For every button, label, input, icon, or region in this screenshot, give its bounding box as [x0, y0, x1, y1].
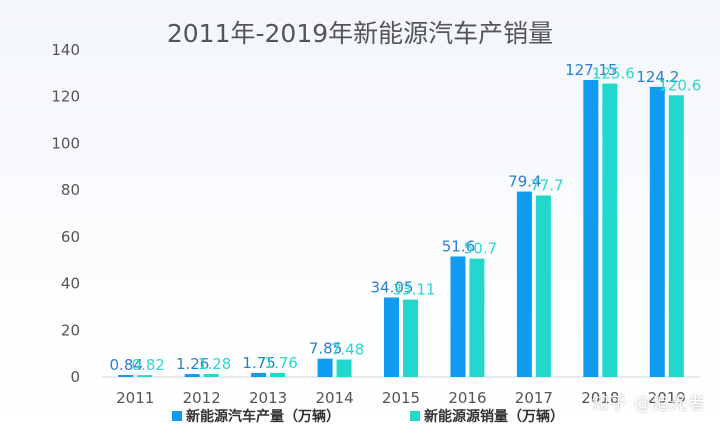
y-tick-label: 0 — [70, 368, 80, 386]
data-label: 7.48 — [331, 341, 364, 359]
data-label: 124.2 — [636, 68, 679, 86]
bar — [184, 374, 200, 377]
x-tick-label: 2017 — [515, 389, 553, 407]
bar — [583, 80, 599, 378]
bar — [118, 375, 134, 377]
bar — [403, 299, 418, 377]
legend-swatch — [172, 411, 182, 421]
bar — [516, 191, 532, 377]
y-tick-label: 140 — [51, 41, 80, 59]
bar — [336, 359, 352, 377]
data-label: 0.82 — [132, 356, 165, 374]
bars — [118, 80, 684, 378]
bar — [535, 195, 551, 377]
bar — [649, 86, 665, 377]
x-tick-label: 2018 — [581, 389, 619, 407]
data-label: 1.26 — [176, 355, 209, 373]
y-tick-label: 100 — [51, 134, 80, 152]
data-label: 77.7 — [530, 177, 563, 195]
data-label: 33.11 — [393, 281, 436, 299]
data-label: 34.05 — [371, 278, 414, 296]
data-label: 125.6 — [592, 65, 635, 83]
data-label: 79.4 — [508, 173, 541, 191]
x-tick-label: 2012 — [183, 389, 221, 407]
legend: 新能源汽车产量（万辆） 新能源源销量（万辆） — [172, 408, 564, 425]
bar — [450, 256, 466, 377]
x-tick-label: 2015 — [382, 389, 420, 407]
x-tick-label: 2011 — [116, 389, 154, 407]
bar — [384, 297, 399, 377]
y-tick-label: 40 — [61, 275, 80, 293]
y-tick-label: 80 — [61, 181, 80, 199]
bar — [602, 83, 618, 378]
y-tick-label: 20 — [61, 321, 80, 339]
chart-title: 2011年-2019年新能源汽车产销量 — [167, 19, 553, 48]
bar — [137, 375, 153, 377]
legend-label: 新能源汽车产量（万辆） — [186, 408, 340, 425]
data-label: 0.84 — [110, 356, 143, 374]
data-label: 127.15 — [565, 61, 618, 79]
legend-swatch — [410, 411, 420, 421]
bar — [668, 95, 684, 377]
x-tick-label: 2019 — [648, 389, 686, 407]
y-tick-label: 60 — [61, 228, 80, 246]
x-axis: 2011 2012 2013 2014 2015 2016 2017 2018 2019 — [102, 376, 700, 407]
data-label: 50.7 — [464, 240, 497, 258]
data-label: 1.28 — [198, 355, 231, 373]
data-label: 1.75 — [242, 354, 275, 372]
legend-label: 新能源源销量（万辆） — [424, 408, 564, 425]
bar — [469, 258, 485, 377]
data-label: 1.76 — [264, 354, 297, 372]
bar — [203, 374, 219, 377]
bar — [270, 372, 286, 377]
watermark: 知乎 @追光者 — [591, 394, 706, 414]
value-labels: 0.84 1.26 1.75 7.85 34.05 51.6 79.4 127.15 124.2… — [110, 61, 702, 374]
data-label: 120.6 — [658, 76, 701, 94]
bar — [251, 372, 267, 377]
x-tick-label: 2013 — [249, 389, 287, 407]
data-label: 51.6 — [442, 237, 475, 255]
x-tick-label: 2016 — [448, 389, 486, 407]
x-tick-label: 2014 — [315, 389, 353, 407]
data-label: 7.85 — [309, 340, 342, 358]
y-tick-label: 120 — [51, 88, 80, 106]
y-axis: 0 20 40 60 80 100 120 140 — [51, 41, 80, 386]
bar — [317, 358, 333, 377]
